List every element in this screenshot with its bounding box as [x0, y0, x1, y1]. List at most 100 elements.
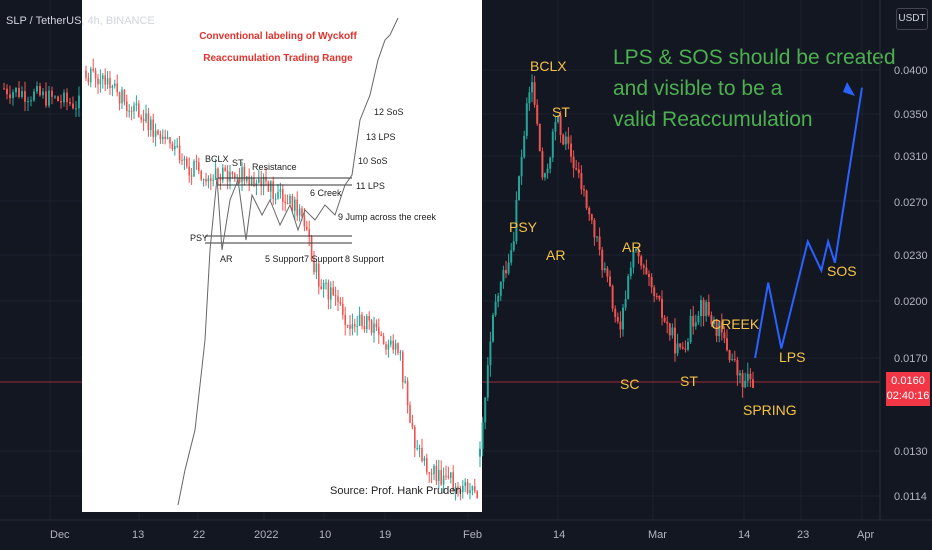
- candle-body: [243, 166, 246, 181]
- candle-body: [176, 145, 178, 147]
- candle-body: [715, 319, 718, 337]
- candle-body: [315, 263, 318, 273]
- candle-body: [255, 182, 258, 187]
- label-bclx: BCLX: [530, 58, 567, 74]
- inset-label-support8: 8 Support: [345, 254, 385, 264]
- candle-body: [676, 343, 679, 354]
- label-creek: CREEK: [711, 316, 760, 332]
- candle-body: [219, 178, 222, 181]
- price-tick: 0.0310: [894, 151, 928, 163]
- inset-schematic-path: [177, 17, 399, 506]
- time-axis[interactable]: Dec 13 22 2022 10 19 Feb 14 Mar 14 23 Ap…: [50, 529, 874, 541]
- label-st-1: ST: [552, 104, 570, 120]
- candle-body: [363, 325, 366, 330]
- candle-body: [279, 189, 282, 192]
- candle-body: [303, 216, 306, 227]
- candle-body: [320, 286, 322, 289]
- candle-body: [440, 470, 442, 485]
- candle-body: [580, 173, 583, 190]
- candle-body: [332, 287, 334, 296]
- candle-body: [339, 301, 342, 304]
- candle-body: [512, 241, 515, 251]
- candle-body: [520, 157, 523, 177]
- candle-body: [464, 482, 466, 486]
- candle-body: [135, 103, 138, 106]
- label-psy: PSY: [509, 219, 538, 235]
- candle-body: [375, 323, 378, 328]
- candle-body: [354, 324, 356, 327]
- candle-body: [479, 448, 481, 457]
- candle-body: [406, 381, 409, 406]
- candle-body: [564, 136, 567, 145]
- candle-body: [123, 89, 126, 102]
- candle-body: [619, 321, 622, 330]
- candle-body: [404, 381, 406, 383]
- candle-body: [24, 91, 26, 102]
- candle-body: [744, 380, 747, 388]
- price-tick: 0.0130: [894, 446, 928, 458]
- candle-body: [361, 314, 363, 326]
- candle-body: [658, 295, 661, 299]
- candle-body: [492, 314, 494, 342]
- time-tick: 22: [193, 529, 205, 541]
- candle-body: [282, 189, 284, 202]
- candle-body: [671, 327, 674, 336]
- candle-body: [435, 465, 438, 482]
- candle-body: [33, 91, 35, 101]
- candle-body: [330, 287, 332, 300]
- price-axis[interactable]: 0.0400 0.0350 0.0310 0.0270 0.0230 0.020…: [894, 65, 928, 503]
- candle-body: [75, 108, 77, 110]
- candle-body: [474, 486, 476, 492]
- candle-body: [402, 352, 404, 383]
- candle-body: [12, 92, 14, 99]
- candle-body: [736, 359, 739, 376]
- candle-body: [298, 208, 301, 216]
- candle-body: [741, 373, 744, 388]
- candle-body: [723, 332, 726, 339]
- candle-body: [507, 262, 510, 274]
- currency-button[interactable]: USDT: [896, 8, 928, 30]
- candle-body: [200, 171, 202, 180]
- candle-body: [409, 405, 411, 423]
- candle-body: [661, 298, 663, 318]
- candle-body: [731, 359, 734, 361]
- candle-body: [452, 472, 454, 492]
- candle-body: [702, 300, 705, 317]
- candle-body: [572, 156, 575, 169]
- candle-body: [183, 158, 186, 161]
- candle-body: [394, 343, 397, 350]
- candle-body: [687, 341, 689, 350]
- candle-body: [544, 173, 546, 178]
- candle-body: [459, 489, 462, 493]
- candle-body: [645, 267, 648, 275]
- candle-body: [541, 151, 544, 178]
- candle-body: [593, 220, 596, 238]
- candle-body: [166, 137, 169, 139]
- projection-path: [754, 87, 863, 359]
- inset-label-lps13: 13 LPS: [366, 132, 396, 142]
- countdown-timer: 02:40:16: [886, 390, 930, 402]
- price-tick: 0.0114: [894, 491, 927, 503]
- candle-body: [138, 103, 140, 118]
- candle-body: [481, 422, 484, 449]
- candle-body: [583, 189, 585, 191]
- candle-body: [627, 276, 630, 300]
- candle-body: [603, 268, 606, 271]
- time-tick: Dec: [50, 529, 70, 541]
- candle-body: [515, 200, 518, 242]
- candle-body: [692, 315, 695, 327]
- candle-body: [262, 176, 265, 187]
- candle-body: [289, 195, 291, 204]
- time-tick: Feb: [463, 529, 482, 541]
- candle-body: [739, 373, 741, 376]
- candle-body: [190, 175, 193, 177]
- candle-body: [445, 475, 447, 477]
- candle-body: [622, 307, 624, 330]
- label-st-2: ST: [680, 373, 698, 389]
- candle-body: [142, 119, 145, 122]
- candle-body: [418, 447, 421, 449]
- candle-body: [494, 301, 497, 315]
- candle-body: [380, 334, 382, 337]
- candle-body: [30, 100, 32, 102]
